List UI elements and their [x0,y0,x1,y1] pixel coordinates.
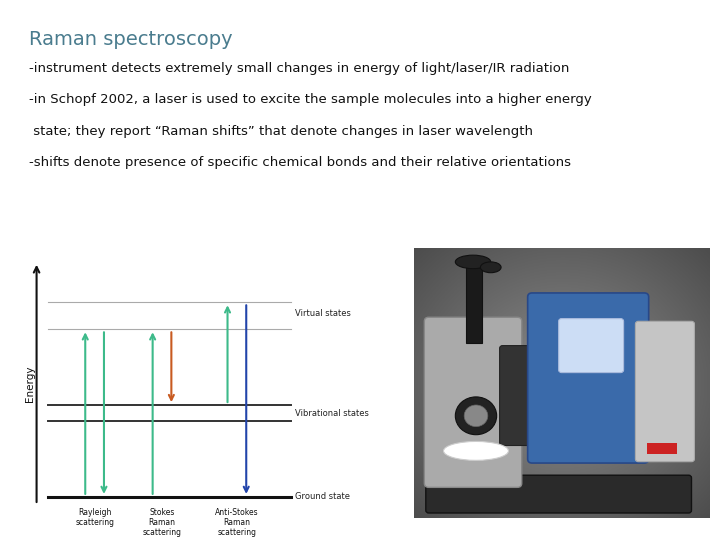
FancyBboxPatch shape [528,293,649,463]
Ellipse shape [480,262,501,273]
Text: Energy: Energy [25,365,35,402]
Circle shape [455,397,497,435]
Text: -in Schopf 2002, a laser is used to excite the sample molecules into a higher en: -in Schopf 2002, a laser is used to exci… [29,93,592,106]
Text: Virtual states: Virtual states [295,309,351,318]
Bar [647,443,677,454]
Text: -shifts denote presence of specific chemical bonds and their relative orientatio: -shifts denote presence of specific chem… [29,156,571,169]
Text: Ground state: Ground state [295,492,350,501]
Ellipse shape [444,442,508,460]
FancyBboxPatch shape [500,346,550,446]
Text: Stokes
Raman
scattering: Stokes Raman scattering [143,508,181,537]
FancyBboxPatch shape [426,475,691,513]
Text: -instrument detects extremely small changes in energy of light/laser/IR radiatio: -instrument detects extremely small chan… [29,62,570,75]
Text: Raman spectroscopy: Raman spectroscopy [29,30,233,49]
FancyBboxPatch shape [635,321,694,462]
Text: state; they report “Raman shifts” that denote changes in laser wavelength: state; they report “Raman shifts” that d… [29,125,533,138]
Text: Vibrational states: Vibrational states [295,409,369,417]
Circle shape [464,405,488,427]
Bar [466,267,482,343]
FancyBboxPatch shape [559,319,624,373]
Text: Rayleigh
scattering: Rayleigh scattering [75,508,114,527]
Ellipse shape [455,255,491,268]
Text: Anti-Stokes
Raman
scattering: Anti-Stokes Raman scattering [215,508,258,537]
FancyBboxPatch shape [424,317,522,487]
